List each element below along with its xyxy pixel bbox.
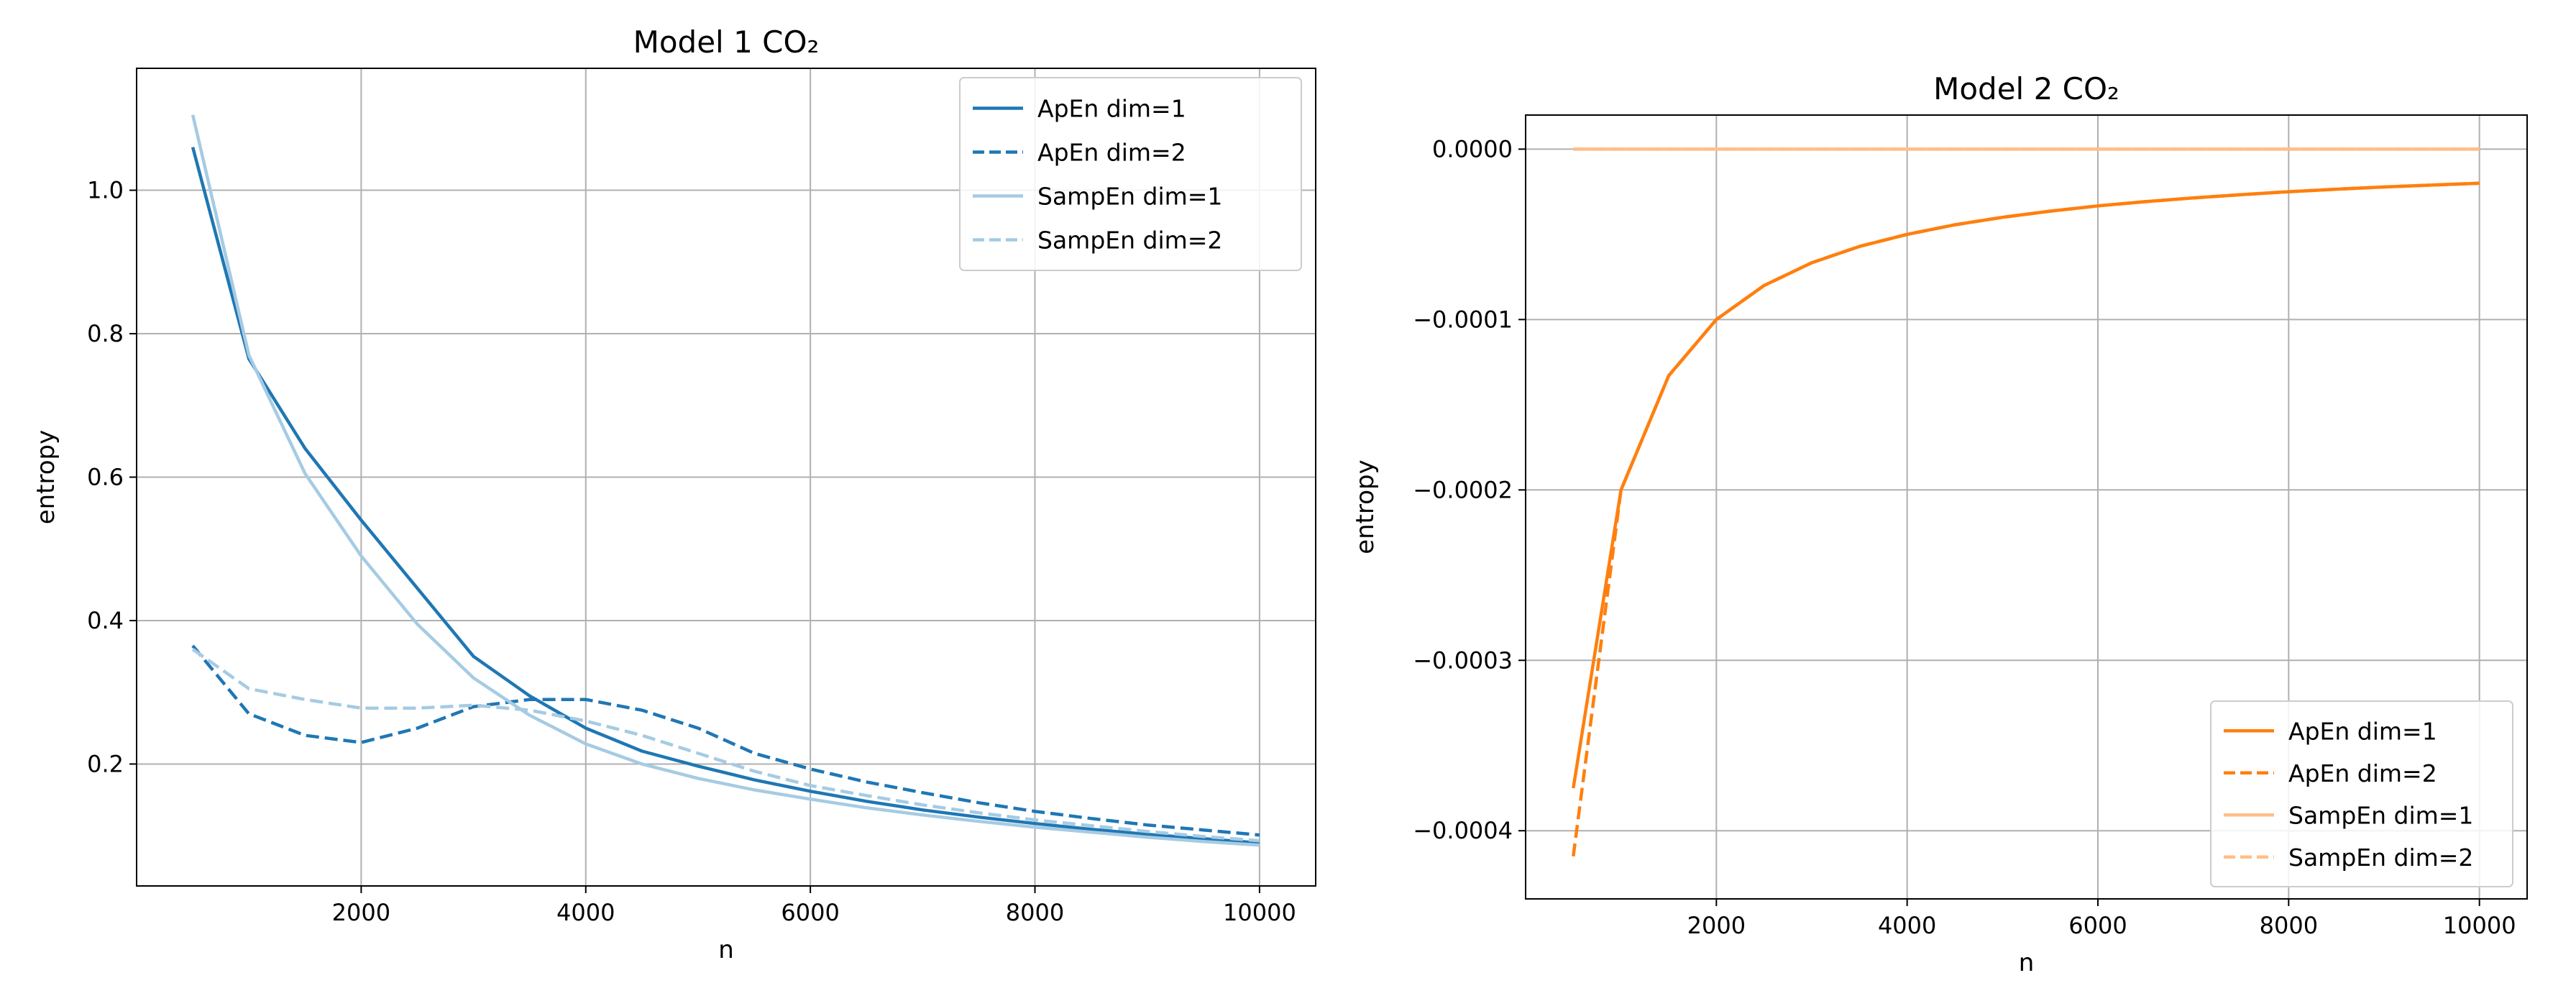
chart-title: Model 2 CO₂ [1933, 71, 2119, 106]
chart-1: 2000 4000 6000 8000 10000 0.2 0.4 0.6 0.8 1.0 Mode… [32, 24, 1316, 964]
x-tick-label: 10000 [2443, 912, 2516, 939]
y-tick-label: 0.0000 [1432, 135, 1513, 163]
y-tick-label: 0.2 [87, 750, 124, 777]
series-line-2 [1572, 181, 2480, 857]
series-line-2 [191, 644, 1260, 837]
x-axis-label: n [718, 936, 734, 964]
y-tick-label: −0.0001 [1413, 306, 1513, 333]
legend-label: ApEn dim=1 [1037, 95, 1186, 123]
y-tick-label: 0.8 [87, 320, 124, 347]
series-line-4 [191, 648, 1260, 843]
legend-label: SampEn dim=1 [2288, 801, 2473, 829]
y-axis-label: entropy [32, 430, 60, 525]
legend-label: ApEn dim=2 [1037, 139, 1186, 167]
x-tick-label: 10000 [1223, 899, 1296, 926]
x-tick-label: 8000 [1006, 899, 1064, 926]
x-tick-label: 4000 [556, 899, 615, 926]
y-tick-label: −0.0003 [1413, 646, 1513, 674]
series-line-1 [1572, 181, 2480, 789]
chart-title: Model 1 CO₂ [633, 24, 820, 60]
y-axis-label: entropy [1351, 460, 1380, 554]
legend-label: ApEn dim=1 [2288, 717, 2437, 745]
series-line-1 [191, 147, 1260, 845]
legend-label: SampEn dim=2 [1037, 227, 1222, 255]
x-tick-label: 8000 [2260, 912, 2318, 939]
plot-frame [1525, 114, 2528, 900]
x-tick-label: 6000 [2068, 912, 2127, 939]
legend: ApEn dim=1 ApEn dim=2 SampEn dim=1 SampEn d… [2210, 700, 2513, 887]
legend-box [959, 77, 1302, 271]
y-tick-label: −0.0004 [1413, 817, 1513, 844]
y-tick-label: 0.4 [87, 607, 124, 634]
y-tick-label: −0.0002 [1413, 476, 1513, 503]
y-tick-label: 1.0 [87, 177, 124, 204]
legend-label: ApEn dim=2 [2288, 759, 2437, 787]
legend-box [2210, 700, 2513, 887]
legend: ApEn dim=1 ApEn dim=2 SampEn dim=1 SampEn d… [959, 77, 1302, 271]
x-tick-label: 2000 [1687, 912, 1746, 939]
chart-2: 2000 4000 6000 8000 10000 0.0000 −0.0001 −0.000… [1351, 71, 2528, 977]
series-line-3 [191, 114, 1260, 847]
x-tick-label: 2000 [332, 899, 390, 926]
x-axis-label: n [2019, 949, 2035, 977]
legend-label: SampEn dim=2 [2288, 844, 2473, 872]
legend-label: SampEn dim=1 [1037, 183, 1222, 211]
x-tick-label: 6000 [781, 899, 839, 926]
y-tick-label: 0.6 [87, 464, 124, 491]
x-tick-label: 4000 [1878, 912, 1936, 939]
